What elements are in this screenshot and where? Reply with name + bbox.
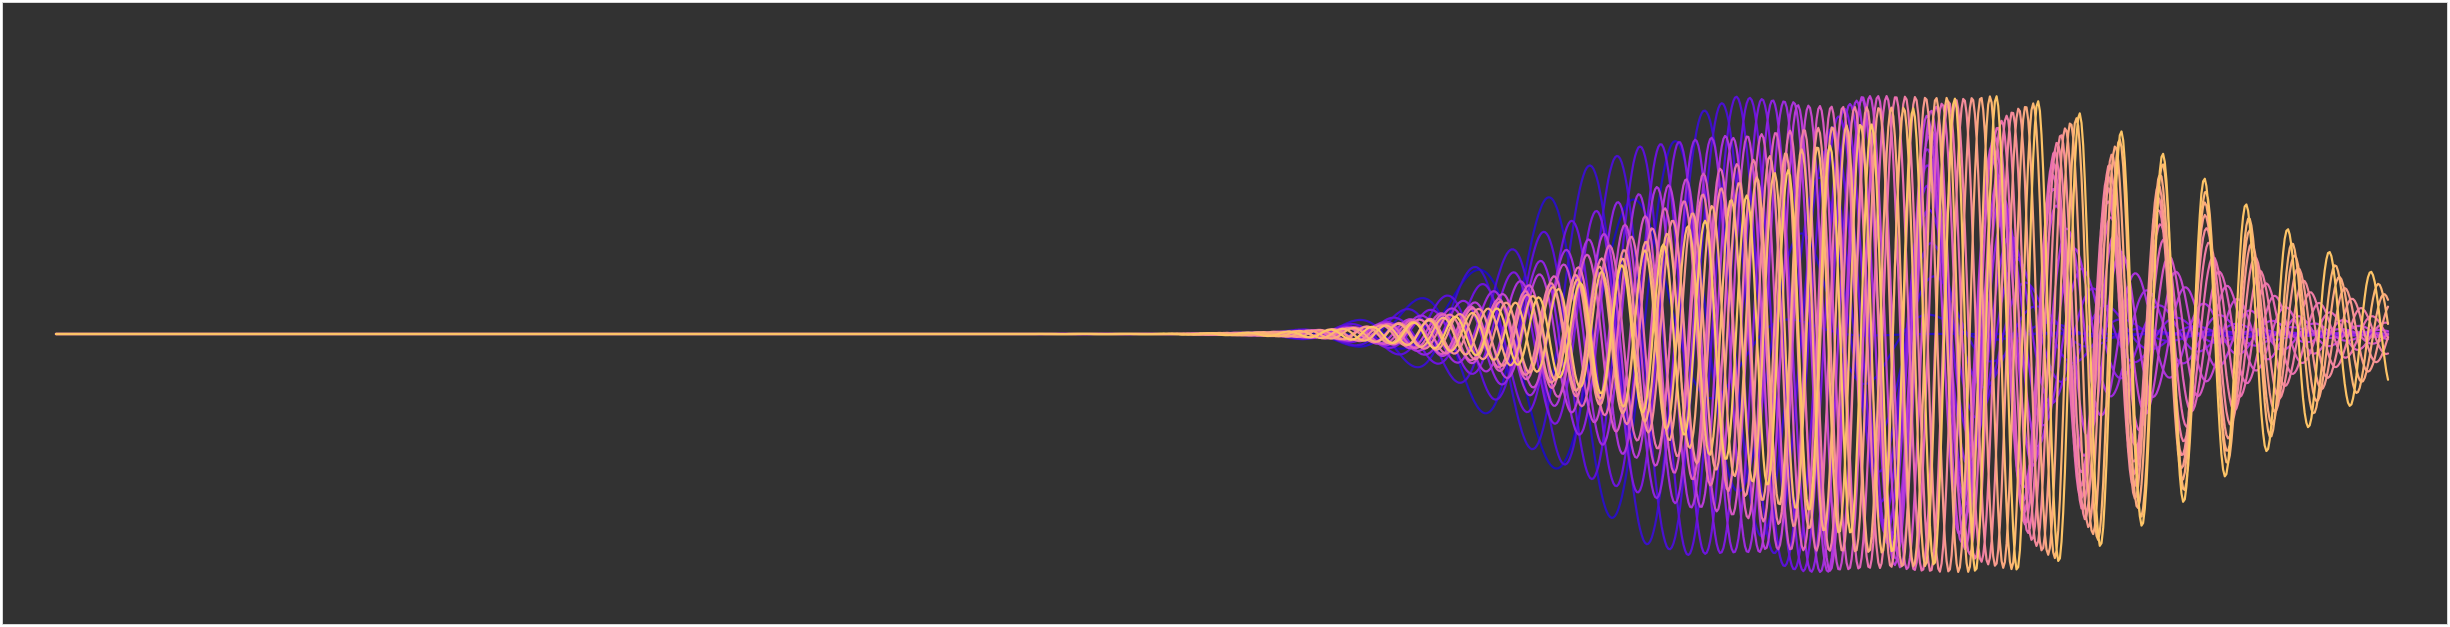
series-layer <box>54 95 2390 573</box>
wave-series-21 <box>54 95 2390 572</box>
